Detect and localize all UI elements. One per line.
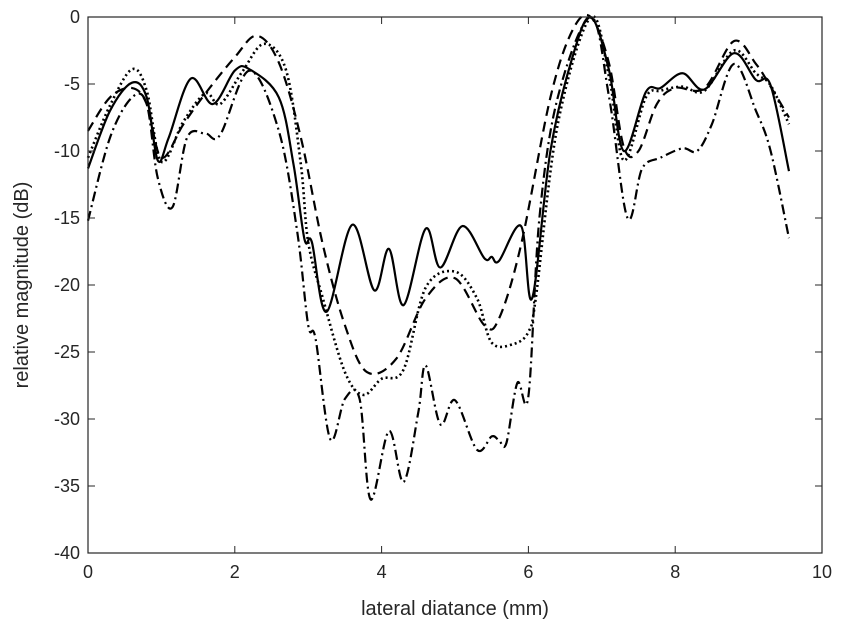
y-axis-label: relative magnitude (dB) [11,182,33,389]
series-line-solid [86,15,791,313]
x-tick-label: 2 [230,562,240,582]
y-tick-label: -5 [64,74,80,94]
x-tick-label: 8 [670,562,680,582]
y-tick-label: -35 [54,476,80,496]
series-line-dash-dot [86,15,791,501]
y-tick-label: -15 [54,208,80,228]
tick-layer: 0 2 4 6 8 10 0 -5 -10 -15 -20 -25 -30 -35 -40 [54,7,832,582]
y-tick-label: -40 [54,543,80,563]
plot-frame [87,16,823,554]
y-tick-label: -25 [54,342,80,362]
y-tick-label: -30 [54,409,80,429]
y-tick-label: -20 [54,275,80,295]
y-tick-label: -10 [54,141,80,161]
x-tick-label: 10 [812,562,832,582]
x-tick-label: 4 [377,562,387,582]
series-layer [86,13,791,501]
x-axis-label: lateral diatance (mm) [361,598,549,620]
series-line-dashed [87,13,790,376]
x-tick-label: 6 [523,562,533,582]
y-tick-label: 0 [70,7,80,27]
x-tick-label: 0 [83,562,93,582]
